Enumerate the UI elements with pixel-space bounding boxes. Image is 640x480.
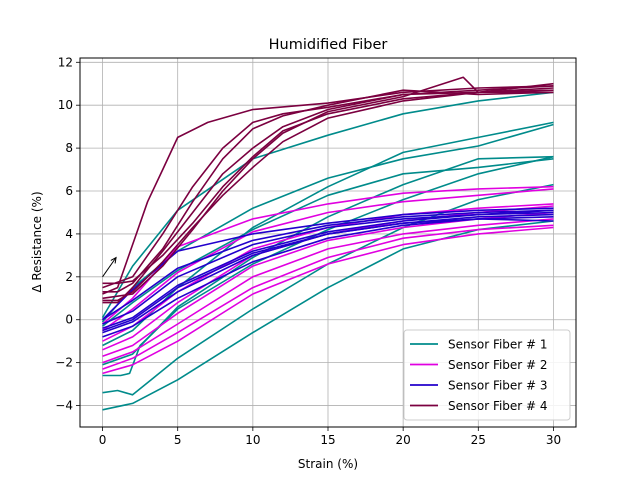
legend-box [403, 329, 571, 421]
legend-label: Sensor Fiber # 2 [448, 358, 548, 372]
series-2-curve [102, 218, 554, 364]
chart-title: Humidified Fiber [269, 37, 388, 53]
plot-series [101, 76, 554, 411]
series-1-curve [101, 91, 554, 319]
y-tick-label: 4 [65, 227, 73, 241]
series-3-curve [102, 213, 554, 334]
series-2-curve [101, 185, 554, 325]
series-3-curve [102, 218, 554, 332]
series-4-curve [102, 91, 554, 289]
series-1-curve [102, 155, 554, 366]
x-tick-label: 10 [245, 433, 260, 447]
legend-label: Sensor Fiber # 4 [448, 399, 548, 413]
series-2-curve [102, 188, 554, 332]
series-4-curve [102, 89, 554, 293]
series-4-curve [102, 89, 554, 285]
series-2-curve [102, 224, 554, 370]
y-tick-label: 8 [65, 141, 73, 155]
series-2-curve [102, 226, 554, 375]
legend-label: Sensor Fiber # 1 [448, 338, 548, 352]
series-1-curve [101, 123, 554, 323]
series-1-curve [102, 121, 554, 347]
x-tick-label: 25 [471, 433, 486, 447]
x-axis: 0 5 10 15 20 25 30 [99, 427, 561, 447]
y-tick-label: 0 [65, 313, 73, 327]
series-3-curve [102, 209, 554, 325]
x-tick-label: 0 [99, 433, 107, 447]
legend: Sensor Fiber # 1 Sensor Fiber # 2 Sensor F… [403, 329, 571, 421]
y-tick-label: 10 [58, 98, 73, 112]
x-axis-label: Strain (%) [298, 457, 358, 471]
annotation-arrow-head [110, 256, 117, 264]
series-2-curve [102, 203, 554, 342]
annotation-arrow-shaft [102, 257, 117, 278]
y-axis-label: Δ Resistance (%) [30, 191, 44, 292]
series-4-curve [102, 87, 554, 302]
series-1-curve [102, 158, 554, 327]
series-1-curve [102, 155, 554, 377]
series-1-curve [102, 220, 554, 411]
series-4-curve [102, 76, 554, 300]
legend-label: Sensor Fiber # 3 [448, 379, 548, 393]
y-tick-label: −4 [55, 399, 73, 413]
y-tick-label: −2 [55, 356, 73, 370]
y-axis: −4 −2 0 2 4 6 8 10 12 [55, 55, 80, 413]
x-tick-label: 5 [174, 433, 182, 447]
y-tick-label: 2 [65, 270, 73, 284]
series-3-curve [102, 209, 554, 321]
y-tick-label: 6 [65, 184, 73, 198]
series-1-curve [102, 183, 554, 396]
x-tick-label: 30 [546, 433, 561, 447]
annotation [102, 256, 117, 278]
x-tick-label: 15 [320, 433, 335, 447]
x-tick-label: 20 [396, 433, 411, 447]
y-tick-label: 12 [58, 55, 73, 69]
